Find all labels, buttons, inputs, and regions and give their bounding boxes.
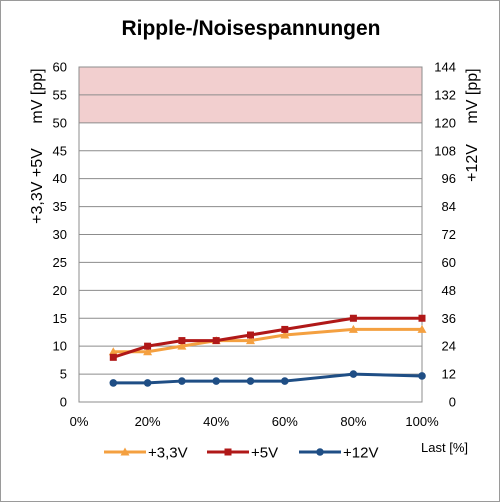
y-left-tick-label: 10 [53,339,67,354]
x-tick-label: 0% [70,414,89,429]
data-point [418,372,426,380]
legend-marker [224,448,232,456]
data-point [349,370,358,378]
grid-lines [79,66,422,403]
y-left-tick-label: 40 [53,171,67,186]
data-point [246,336,255,345]
y-right-tick-label: 96 [442,171,456,186]
y-left-tick-label: 15 [53,311,67,326]
data-point [178,337,186,345]
data-point [417,324,427,333]
data-point [143,379,152,387]
y-left-tick-label: 55 [53,87,67,102]
data-point [143,347,153,356]
y-left-tick-label: 50 [53,115,67,130]
legend: +3,3V +5V +12V [104,445,378,462]
data-point [109,353,117,361]
y-left-tick-label: 45 [53,143,67,158]
data-point [246,377,255,385]
y-right-tick-label: 72 [442,227,456,242]
data-point [281,377,289,385]
y-right-tick-label: 12 [442,367,456,382]
y-right-tick-label: 48 [442,283,456,298]
data-point [280,330,290,339]
data-point [247,331,254,339]
y-right-tick-label: 144 [434,60,456,75]
legend-marker [316,448,324,456]
y-left-tick-label: 5 [60,367,67,382]
data-point [349,314,357,322]
y-axis-left-rails-label: +3,3V +5V [29,148,46,224]
x-tick-label: 100% [405,414,439,429]
data-point [281,325,289,333]
series-line [113,372,423,385]
y-axis-left-unit-label: mV [pp] [29,68,46,123]
y-left-tick-label: 20 [53,283,67,298]
series-33v [108,324,427,356]
y-right-tick-label: 60 [442,255,456,270]
data-point [177,341,187,350]
y-axis-right-unit-label: mV [pp] [464,68,481,123]
series-5v [109,314,426,361]
x-axis: 0% 20% 40% 60% 80% 100% [70,414,439,429]
y-left-tick-label: 0 [60,395,67,410]
legend-label: +5V [251,445,278,462]
data-point [144,342,152,350]
series-layer [108,314,427,387]
x-tick-label: 80% [340,414,366,429]
x-tick-label: 40% [203,414,229,429]
y-axis-left: 0 5 10 15 20 25 30 35 40 45 50 55 60 [53,60,67,410]
y-right-tick-label: 24 [442,339,456,354]
legend-item: +12V [299,445,378,462]
x-tick-label: 20% [135,414,161,429]
y-right-tick-label: 120 [434,115,456,130]
data-point [212,337,220,345]
series-12v [109,370,426,387]
legend-item: +5V [207,445,278,462]
legend-label: +12V [343,445,378,462]
y-left-tick-label: 35 [53,199,67,214]
data-point [418,314,426,322]
legend-marker [120,447,130,456]
data-point [178,377,186,385]
y-left-tick-label: 25 [53,255,67,270]
data-point [212,377,220,385]
y-axis-right-rail-label: +12V [464,144,481,182]
y-right-tick-label: 84 [442,199,456,214]
chart-title: Ripple-/Noisespannungen [121,17,380,40]
data-point [108,347,118,356]
y-left-tick-label: 60 [53,60,67,75]
legend-item: +3,3V [104,445,188,462]
y-right-tick-label: 0 [449,395,456,410]
y-right-tick-label: 36 [442,311,456,326]
series-line [113,327,422,354]
y-left-tick-label: 30 [53,227,67,242]
y-right-tick-label: 108 [434,143,456,158]
plot-area-frame [78,66,423,403]
x-axis-title: Last [%] [421,440,468,455]
legend-label: +3,3V [148,445,188,462]
data-point [348,324,358,333]
data-point [109,379,118,387]
y-axis-right: 0 12 24 36 48 60 72 84 96 108 120 132 144 [434,60,456,410]
series-line [112,316,422,359]
y-right-tick-label: 132 [434,87,456,102]
x-tick-label: 60% [272,414,298,429]
